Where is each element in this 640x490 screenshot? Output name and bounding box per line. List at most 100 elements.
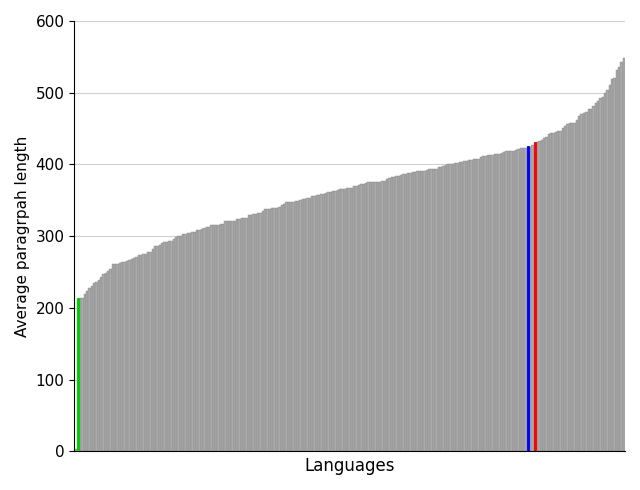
Bar	[555, 132, 557, 451]
Bar	[571, 123, 573, 451]
Bar	[613, 77, 616, 451]
Bar	[529, 147, 531, 451]
Bar	[187, 233, 189, 451]
Bar	[410, 173, 412, 451]
Bar	[424, 171, 426, 451]
Bar	[271, 208, 273, 451]
Bar	[611, 79, 613, 451]
Bar	[194, 232, 196, 451]
Bar	[376, 181, 379, 451]
Bar	[257, 214, 259, 451]
Bar	[534, 144, 536, 451]
Bar	[102, 274, 105, 451]
Bar	[397, 176, 400, 451]
Bar	[470, 160, 473, 451]
Bar	[220, 223, 222, 451]
Bar	[307, 198, 308, 451]
Bar	[259, 213, 262, 451]
Bar	[431, 169, 433, 451]
Bar	[372, 182, 374, 451]
Bar	[198, 230, 201, 451]
Bar	[208, 226, 210, 451]
Bar	[569, 123, 571, 451]
Bar	[238, 219, 241, 451]
Bar	[262, 211, 264, 451]
Bar	[536, 142, 538, 451]
Bar	[250, 215, 252, 451]
Bar	[396, 176, 397, 451]
Bar	[606, 90, 609, 451]
Bar	[135, 257, 138, 451]
Bar	[548, 134, 550, 451]
Bar	[84, 294, 86, 451]
Bar	[105, 273, 107, 451]
Bar	[273, 208, 276, 451]
Bar	[112, 264, 114, 451]
Bar	[496, 154, 499, 451]
Bar	[452, 164, 454, 451]
Bar	[480, 157, 482, 451]
Bar	[335, 192, 337, 451]
Bar	[217, 224, 220, 451]
Bar	[426, 170, 428, 451]
Bar	[252, 214, 255, 451]
Bar	[170, 241, 173, 451]
Bar	[484, 156, 487, 451]
Bar	[287, 202, 290, 451]
Bar	[91, 286, 93, 451]
Bar	[173, 239, 175, 451]
Bar	[175, 237, 177, 451]
Bar	[180, 236, 182, 451]
Bar	[304, 199, 307, 451]
Bar	[513, 150, 515, 451]
Bar	[475, 159, 477, 451]
Bar	[128, 260, 131, 451]
Bar	[442, 166, 445, 451]
Bar	[166, 242, 168, 451]
Bar	[93, 283, 95, 451]
Bar	[578, 116, 580, 451]
Bar	[468, 160, 470, 451]
Bar	[435, 169, 438, 451]
Bar	[592, 106, 595, 451]
Bar	[283, 204, 285, 451]
Bar	[332, 192, 335, 451]
Bar	[184, 234, 187, 451]
Bar	[524, 147, 527, 451]
Bar	[576, 120, 578, 451]
Bar	[161, 244, 163, 451]
Bar	[520, 148, 522, 451]
Bar	[79, 298, 81, 451]
Bar	[390, 177, 393, 451]
Bar	[116, 264, 119, 451]
Bar	[98, 280, 100, 451]
Bar	[365, 183, 367, 451]
Bar	[466, 161, 468, 451]
Y-axis label: Average paragrpah length: Average paragrpah length	[15, 136, 30, 337]
Bar	[241, 219, 243, 451]
Bar	[316, 195, 318, 451]
Bar	[346, 188, 348, 451]
Bar	[428, 170, 431, 451]
Bar	[400, 174, 403, 451]
Bar	[456, 163, 459, 451]
Bar	[492, 155, 494, 451]
Bar	[285, 202, 287, 451]
Bar	[383, 181, 386, 451]
Bar	[145, 254, 147, 451]
Bar	[489, 155, 492, 451]
Bar	[121, 262, 124, 451]
Bar	[248, 215, 250, 451]
Bar	[269, 209, 271, 451]
Bar	[585, 113, 588, 451]
Bar	[215, 225, 217, 451]
Bar	[196, 230, 198, 451]
Bar	[620, 62, 623, 451]
Bar	[503, 152, 506, 451]
Bar	[124, 262, 126, 451]
Bar	[566, 124, 569, 451]
Bar	[440, 167, 442, 451]
Bar	[318, 195, 321, 451]
Bar	[140, 255, 142, 451]
Bar	[163, 243, 166, 451]
